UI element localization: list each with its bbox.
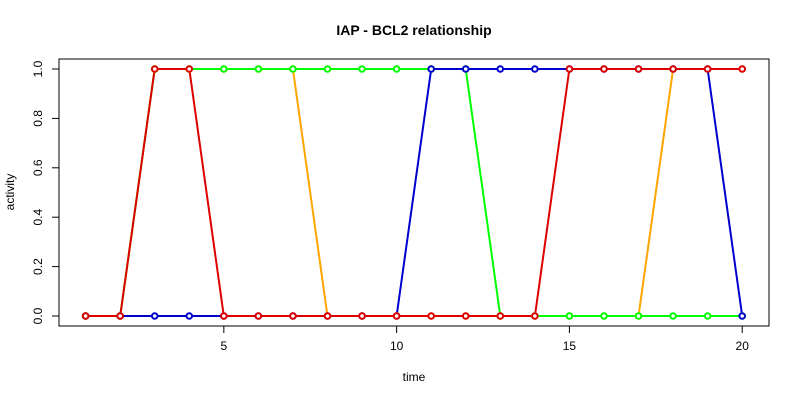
- series-4-point: [392, 312, 401, 320]
- x-axis: 5 10 15 20: [220, 326, 749, 353]
- series-2-point: [358, 65, 366, 73]
- series-3-point: [738, 312, 747, 320]
- series-4-point: [358, 312, 366, 320]
- series-4-point: [461, 312, 470, 320]
- series-4-point: [427, 312, 435, 320]
- series-4-point: [496, 312, 505, 320]
- series-3-point: [531, 65, 539, 73]
- series-4-point: [634, 65, 643, 73]
- series-4-point: [703, 65, 712, 73]
- series-line-2: [85, 68, 743, 317]
- y-tick-label: 0.8: [31, 110, 45, 127]
- series-line-4: [85, 68, 743, 317]
- series-4-point: [116, 312, 124, 320]
- chart-title: IAP - BCL2 relationship: [336, 22, 491, 38]
- series-2-point: [254, 65, 263, 73]
- series-2-point: [703, 312, 712, 320]
- series-4-point: [220, 312, 228, 320]
- series-4-point: [150, 65, 159, 73]
- series-3-point: [461, 65, 470, 73]
- series-4-point: [185, 65, 194, 73]
- series-2-point: [634, 312, 643, 320]
- x-tick-label: 20: [736, 339, 750, 353]
- series-2-point: [220, 65, 228, 73]
- series-4-point: [565, 65, 574, 73]
- series-2-point: [600, 312, 608, 320]
- series-4-point: [531, 312, 539, 320]
- series-4-point: [81, 312, 90, 320]
- plot-frame: [58, 58, 770, 327]
- series-4-point: [600, 65, 608, 73]
- y-axis-title: activity: [3, 174, 17, 211]
- series-3-point: [427, 65, 435, 73]
- series-2-point: [565, 312, 574, 320]
- series-3-point: [150, 312, 159, 320]
- series-layer: [81, 65, 747, 320]
- y-tick-label: 0.4: [31, 209, 45, 226]
- y-tick-label: 0.6: [31, 159, 45, 176]
- series-4-point: [323, 312, 332, 320]
- y-tick-label: 0.2: [31, 258, 45, 275]
- series-4-point: [289, 312, 297, 320]
- series-2-point: [392, 65, 401, 73]
- x-axis-title: time: [403, 370, 426, 384]
- y-tick-label: 0.0: [31, 307, 45, 324]
- x-tick-label: 5: [220, 339, 227, 353]
- x-tick-label: 10: [390, 339, 404, 353]
- series-4-point: [254, 312, 263, 320]
- series-3-point: [185, 312, 194, 320]
- series-4-point: [738, 65, 747, 73]
- series-4-point: [669, 65, 677, 73]
- series-2-point: [669, 312, 677, 320]
- series-3-point: [496, 65, 505, 73]
- y-tick-label: 1.0: [31, 60, 45, 77]
- x-tick-label: 15: [563, 339, 577, 353]
- series-2-point: [323, 65, 332, 73]
- series-2-point: [289, 65, 297, 73]
- y-axis: 0.0 0.2 0.4 0.6 0.8 1.0: [31, 60, 59, 324]
